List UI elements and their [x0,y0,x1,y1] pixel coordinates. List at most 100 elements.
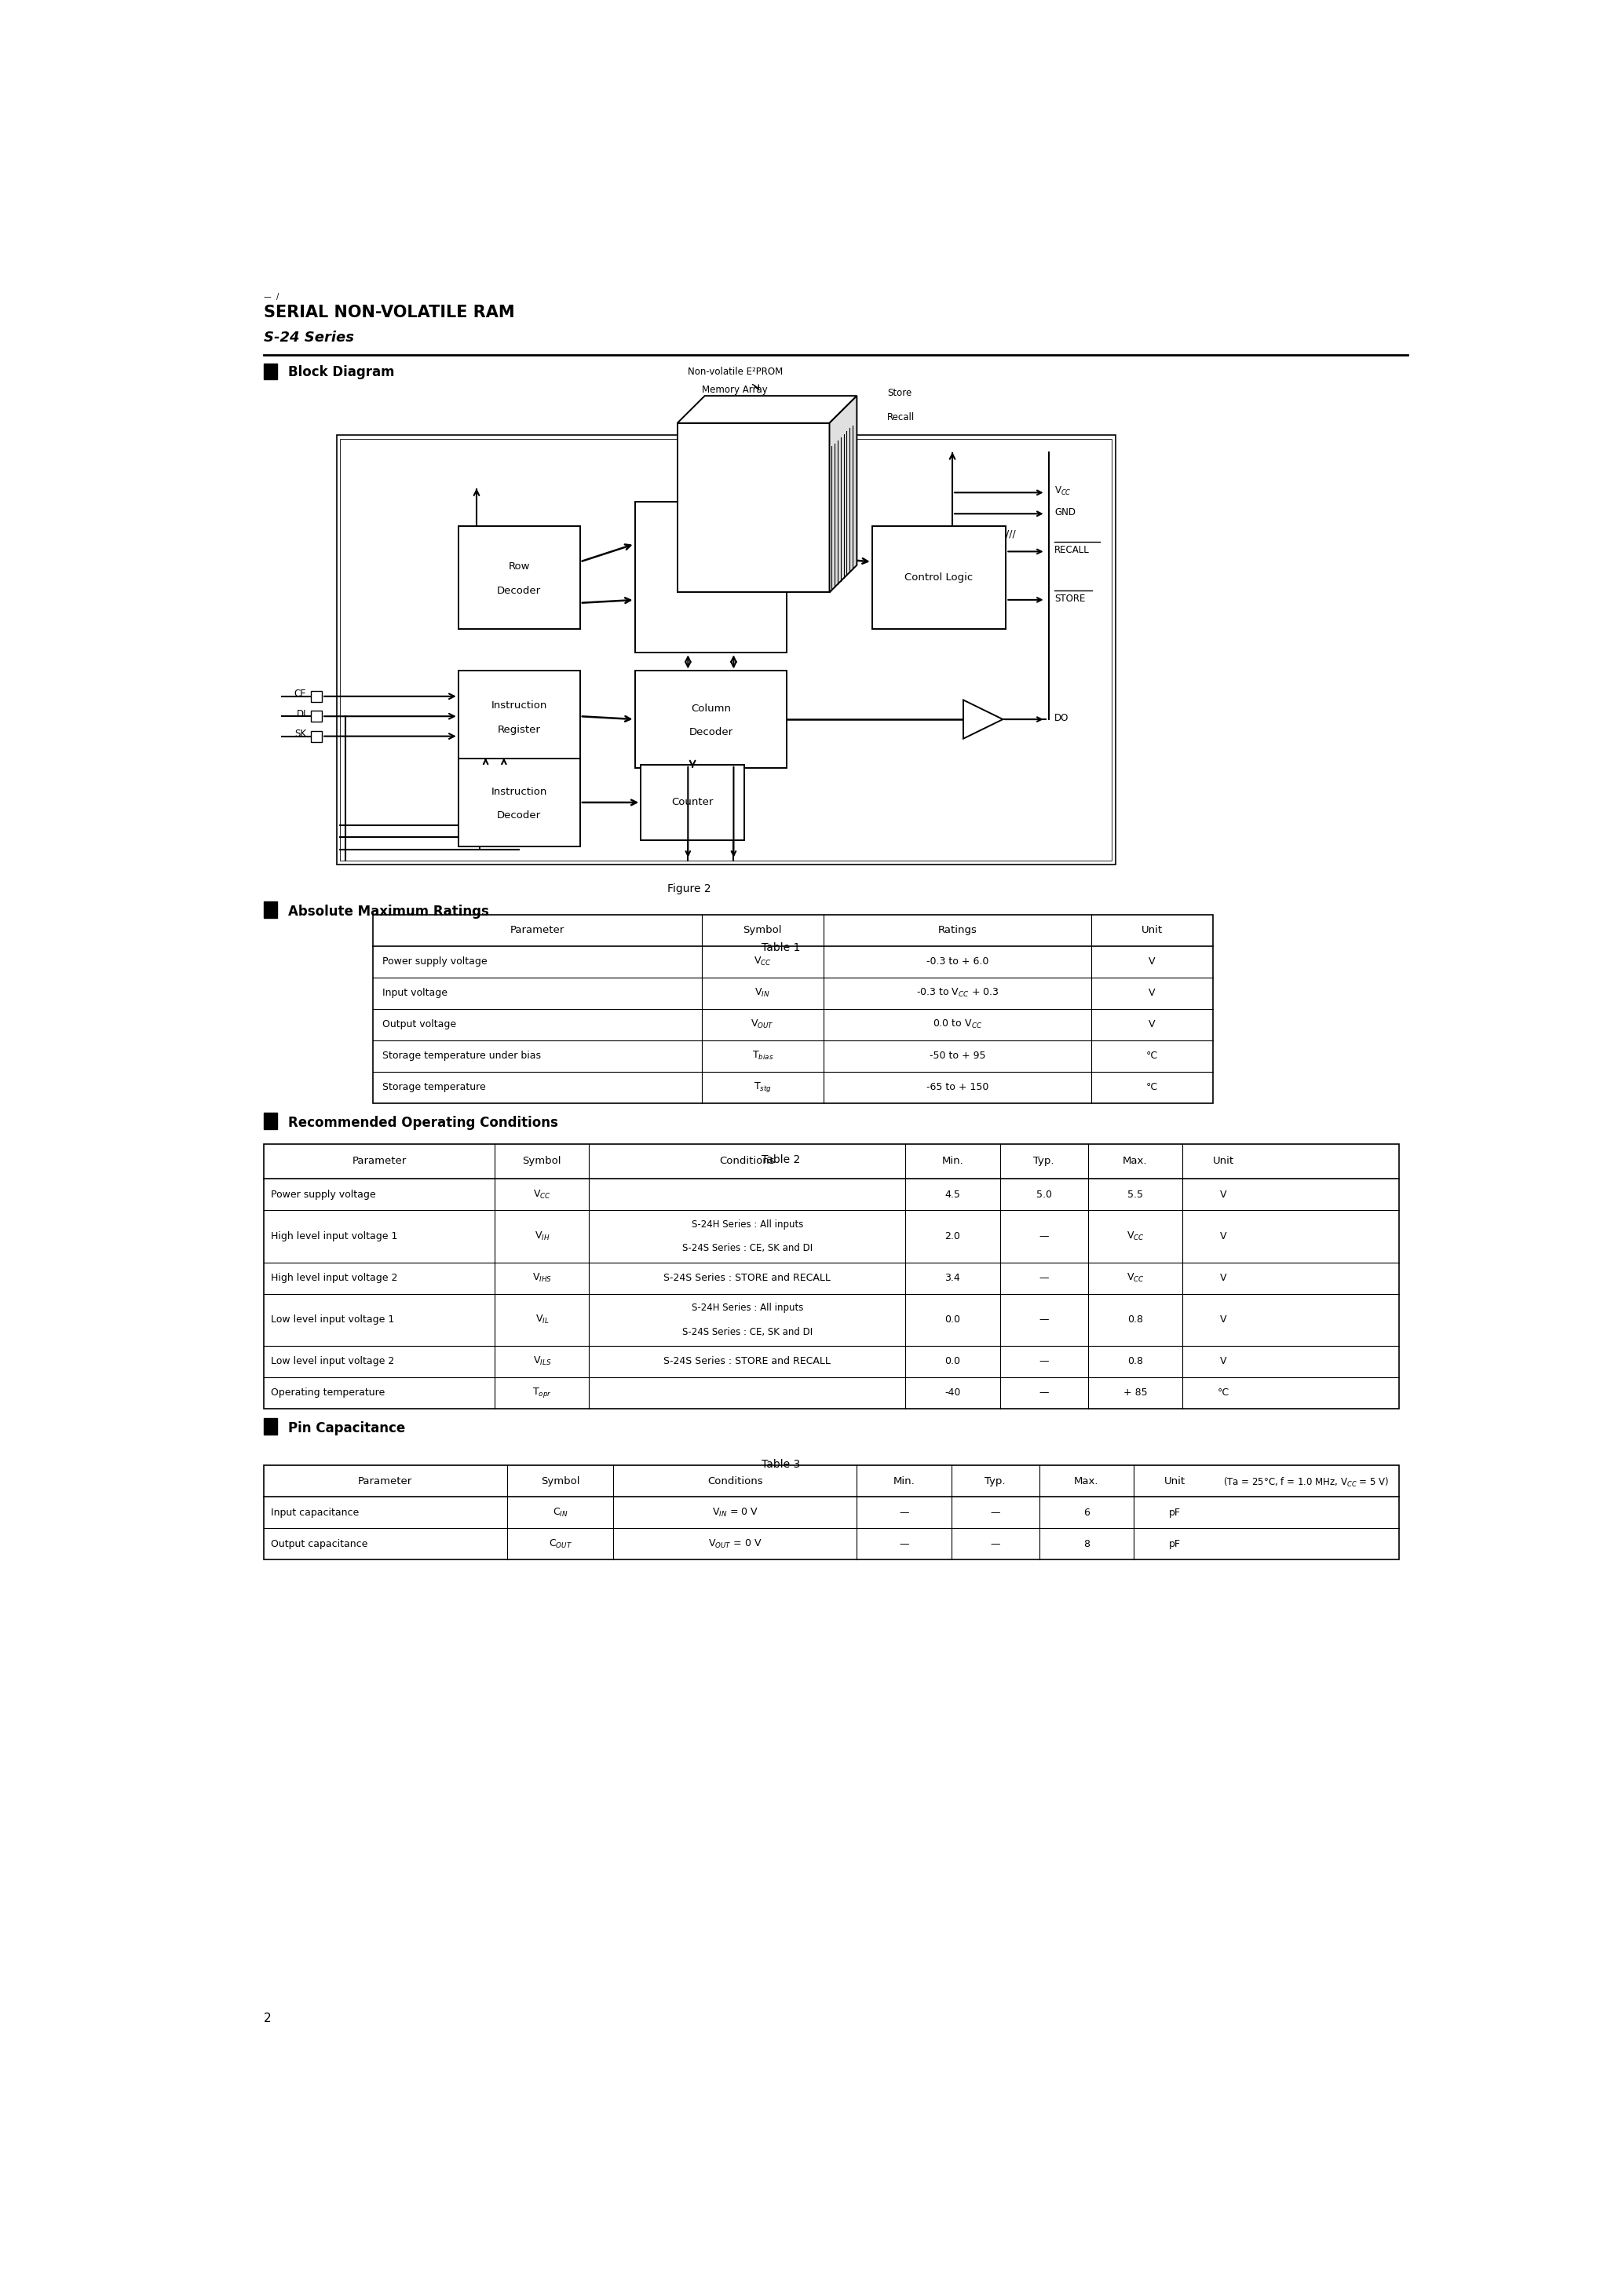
Text: 0.0: 0.0 [944,1357,960,1366]
Text: Max.: Max. [1074,1476,1098,1486]
Polygon shape [963,700,1002,739]
Text: —: — [899,1538,908,1550]
Text: Table 3: Table 3 [761,1458,800,1469]
Text: Column: Column [691,703,732,714]
Text: Output voltage: Output voltage [383,1019,456,1029]
Text: -0.3 to + 6.0: -0.3 to + 6.0 [926,957,988,967]
Text: V$_{ILS}$: V$_{ILS}$ [532,1355,551,1368]
Text: Typ.: Typ. [985,1476,1006,1486]
Text: —: — [1040,1272,1049,1283]
Text: V$_{CC}$: V$_{CC}$ [1126,1231,1144,1242]
Text: Max.: Max. [1122,1157,1147,1166]
Text: SERIAL NON-VOLATILE RAM: SERIAL NON-VOLATILE RAM [264,305,514,321]
Text: pF: pF [1169,1508,1181,1518]
Text: Pin Capacitance: Pin Capacitance [289,1421,406,1435]
Text: V: V [1220,1231,1226,1242]
Text: Unit: Unit [1142,925,1163,934]
Bar [459,758,581,847]
Text: Symbol: Symbol [522,1157,561,1166]
Text: C$_{OUT}$: C$_{OUT}$ [548,1538,573,1550]
Text: Ratings: Ratings [938,925,976,934]
Bar [373,914,1213,1104]
Text: Recommended Operating Conditions: Recommended Operating Conditions [289,1116,558,1130]
Text: -65 to + 150: -65 to + 150 [926,1081,988,1093]
Polygon shape [678,395,856,422]
Text: Recall: Recall [887,413,915,422]
Text: S-24S Series : STORE and RECALL: S-24S Series : STORE and RECALL [663,1272,830,1283]
Text: Static RAM: Static RAM [683,572,740,583]
Text: 4.5: 4.5 [946,1189,960,1199]
Text: T$_{bias}$: T$_{bias}$ [751,1049,774,1063]
Text: T$_{stg}$: T$_{stg}$ [754,1081,772,1095]
Text: Input capacitance: Input capacitance [271,1508,358,1518]
Text: V$_{IN}$: V$_{IN}$ [754,987,770,999]
Text: S-24S Series : STORE and RECALL: S-24S Series : STORE and RECALL [663,1357,830,1366]
Bar [341,439,1111,861]
Bar [459,526,581,629]
Bar [311,712,323,721]
Text: V$_{CC}$: V$_{CC}$ [754,955,772,967]
Text: -50 to + 95: -50 to + 95 [929,1052,985,1061]
Text: Input voltage: Input voltage [383,987,448,999]
Text: °C: °C [1147,1081,1158,1093]
Text: Unit: Unit [1165,1476,1186,1486]
Text: Typ.: Typ. [1033,1157,1054,1166]
Text: Unit: Unit [1213,1157,1234,1166]
Text: Conditions: Conditions [720,1157,775,1166]
Text: Instruction: Instruction [491,700,547,709]
Text: V: V [1148,987,1155,999]
Text: 2: 2 [264,2014,271,2025]
Text: (Ta = 25°C, f = 1.0 MHz, V$_{CC}$ = 5 V): (Ta = 25°C, f = 1.0 MHz, V$_{CC}$ = 5 V) [1223,1476,1388,1488]
Text: Block Diagram: Block Diagram [289,365,394,379]
Text: 0.0: 0.0 [944,1316,960,1325]
Text: RECALL: RECALL [1054,544,1090,556]
Text: Memory Array: Memory Array [702,386,767,395]
Bar [873,526,1006,629]
Text: Table 2: Table 2 [761,1155,800,1164]
Text: Decoder: Decoder [496,585,542,595]
Text: Operating temperature: Operating temperature [271,1387,384,1398]
Text: Non-volatile E²PROM: Non-volatile E²PROM [688,367,783,377]
Text: Decoder: Decoder [496,810,542,822]
Text: Counter: Counter [672,797,714,808]
Text: Low level input voltage 2: Low level input voltage 2 [271,1357,394,1366]
Text: 5.0: 5.0 [1036,1189,1051,1199]
Bar [459,670,581,762]
Text: —  /: — / [264,294,279,301]
Text: -0.3 to V$_{CC}$ + 0.3: -0.3 to V$_{CC}$ + 0.3 [916,987,999,999]
Text: V: V [1220,1316,1226,1325]
Text: S-24S Series : CE, SK and DI: S-24S Series : CE, SK and DI [683,1242,813,1254]
Polygon shape [829,395,856,592]
Bar [634,670,787,767]
Text: Power supply voltage: Power supply voltage [271,1189,376,1199]
Text: GND: GND [1054,507,1075,517]
Text: Storage temperature: Storage temperature [383,1081,485,1093]
Text: pF: pF [1169,1538,1181,1550]
Text: V$_{IHS}$: V$_{IHS}$ [532,1272,551,1283]
Text: —: — [1040,1357,1049,1366]
Bar [641,765,744,840]
Bar [264,1114,277,1130]
Text: Store: Store [887,388,912,397]
Text: Parameter: Parameter [358,1476,412,1486]
Bar [337,436,1116,863]
Text: SK: SK [295,728,307,739]
Text: 8: 8 [1083,1538,1090,1550]
Text: V$_{CC}$: V$_{CC}$ [1054,484,1072,498]
Text: Figure 2: Figure 2 [668,884,712,893]
Text: STORE: STORE [1054,595,1085,604]
Text: Min.: Min. [894,1476,915,1486]
Text: —: — [991,1508,1001,1518]
Text: 0.8: 0.8 [1127,1316,1144,1325]
Text: Min.: Min. [942,1157,963,1166]
Text: Symbol: Symbol [540,1476,579,1486]
Text: Parameter: Parameter [352,1157,407,1166]
Bar [264,1143,1398,1407]
Text: V$_{OUT}$ = 0 V: V$_{OUT}$ = 0 V [709,1538,762,1550]
Bar [264,1419,277,1435]
Text: Symbol: Symbol [743,925,782,934]
Text: DO: DO [1054,714,1069,723]
Text: —: — [991,1538,1001,1550]
Text: V$_{IL}$: V$_{IL}$ [535,1313,548,1325]
Bar [264,363,277,379]
